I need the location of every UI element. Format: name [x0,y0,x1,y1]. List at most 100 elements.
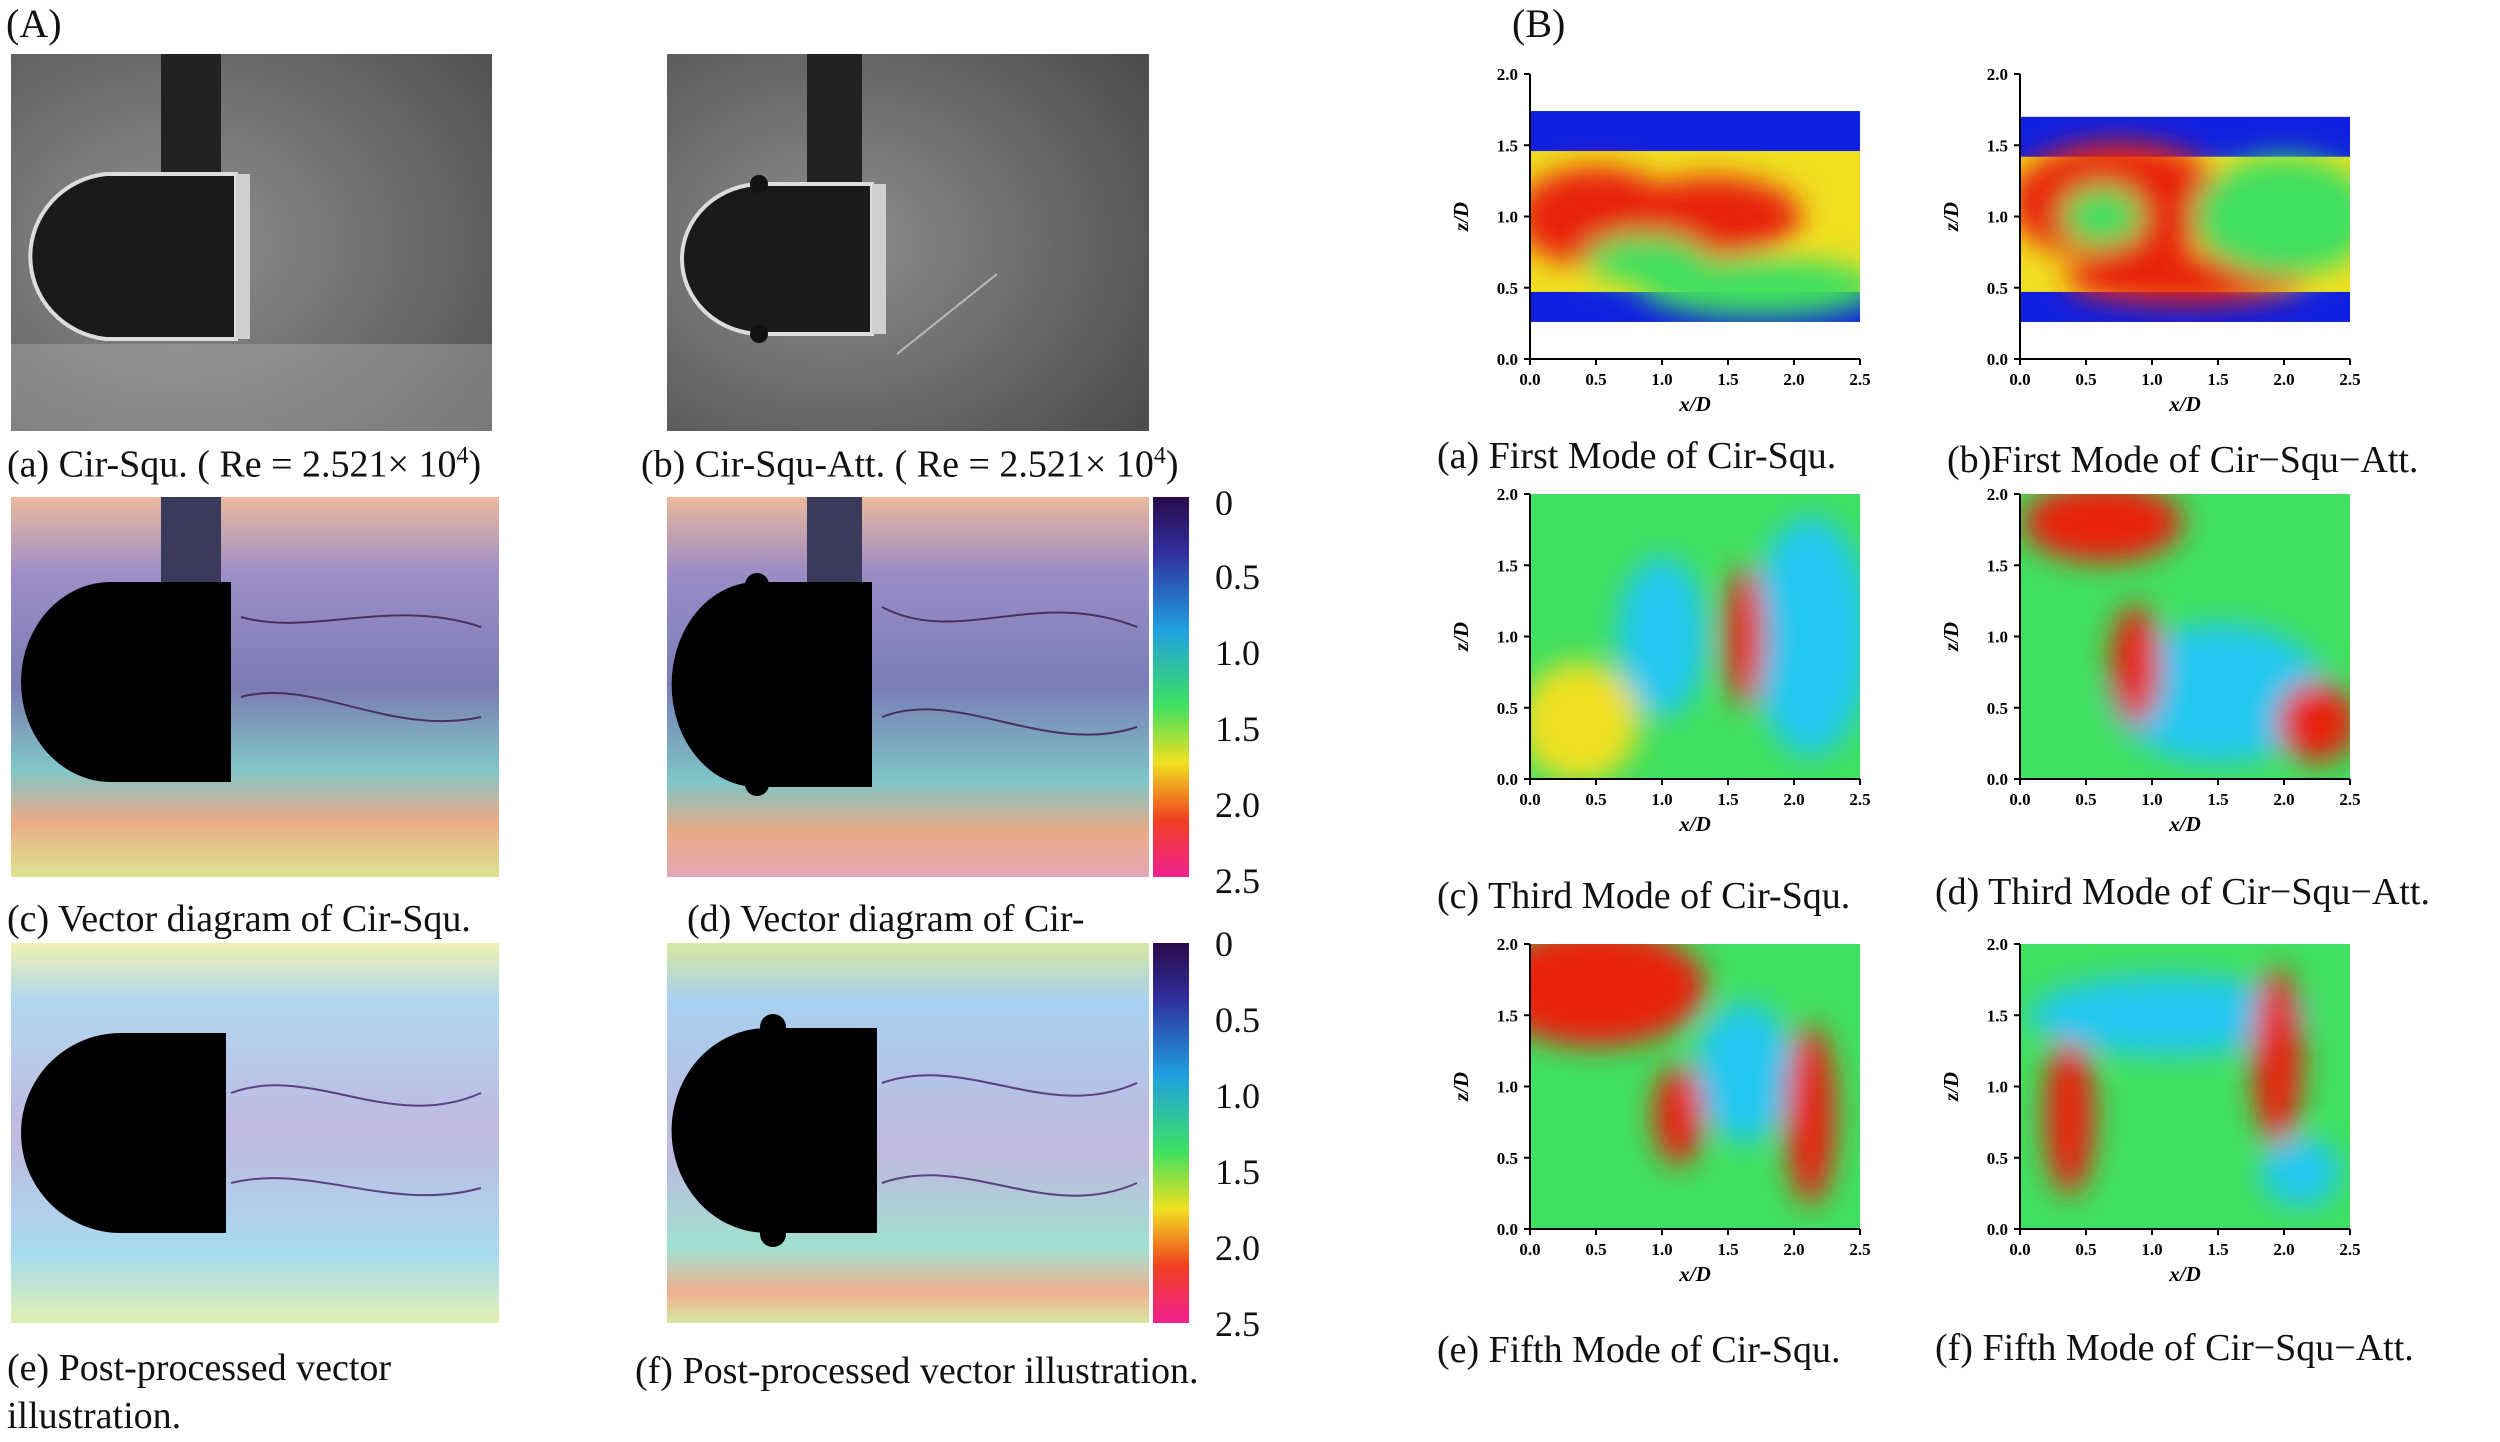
y-tick-label: 0.5 [1497,279,1518,298]
colorbar1-tick-1: 0.5 [1215,557,1260,597]
raw-photo-cir-squ [11,54,492,431]
x-tick-label: 2.5 [1849,790,1870,809]
x-tick-label: 1.0 [2141,1240,2162,1259]
x-tick-label: 0.0 [2009,370,2030,389]
mode-plot-svg: 0.0 0.5 1.0 1.5 2.0 2.5 0.0 0.5 1.0 1.5 2.0 x/D z/D [1939,935,2361,1286]
caption-b-a-first-cir-squ: (a) First Mode of Cir-Squ. [1437,435,1837,477]
x-tick-label: 1.0 [2141,370,2162,389]
y-tick-label: 2.0 [1497,485,1518,504]
y-axis-label: z/D [1939,1072,1963,1102]
mode-field-blob [2260,1137,2341,1207]
caption-f-post-cir-squ-att: (f) Post-processed vector illustration. [635,1350,1199,1392]
vector-diagram-cir-squ-att [667,497,1149,877]
mode-field-blob [2108,623,2328,764]
y-axis-label: z/D [1449,1072,1473,1102]
x-tick-label: 1.0 [2141,790,2162,809]
x-tick-label: 2.0 [1783,370,1804,389]
caption-b-d-third-cir-squ-att: (d) Third Mode of Cir−Squ−Att. [1935,871,2430,913]
mode-field-blob [2252,968,2303,1148]
caption-e-line2: illustration. [7,1395,182,1438]
x-tick-label: 2.0 [1783,1240,1804,1259]
mode-field-blob [2277,682,2350,762]
caption-b-b-first-cir-squ-att: (b)First Mode of Cir−Squ−Att. [1947,439,2419,481]
y-tick-label: 0.5 [1987,1149,2008,1168]
y-tick-label: 1.5 [1987,556,2008,575]
y-tick-label: 0.0 [1497,350,1518,369]
y-tick-label: 2.0 [1497,65,1518,84]
x-tick-label: 1.0 [1651,1240,1672,1259]
raw-photo-cir-squ-att [667,54,1149,431]
y-tick-label: 1.5 [1497,136,1518,155]
mode-field-blob [2044,1035,2095,1195]
y-tick-label: 0.0 [1497,770,1518,789]
panel-b-label: (B) [1512,1,1566,46]
y-axis-label: z/D [1449,622,1473,652]
caption-e-post-cir-squ: (e) Post-processed vector illustration. [7,1344,567,1441]
colorbar1-tick-2: 1.0 [1215,633,1260,673]
mode-field-blob [1530,944,1706,1047]
mode-plot-svg: 0.0 0.5 1.0 1.5 2.0 2.5 0.0 0.5 1.0 1.5 2.0 x/D z/D [1449,485,1871,836]
x-tick-label: 0.0 [1519,790,1540,809]
mode-plot-fifth-cir-squ-att: 0.0 0.5 1.0 1.5 2.0 2.5 0.0 0.5 1.0 1.5 2.0 x/D z/D [1920,934,2361,1294]
colorbar2-tick-3: 1.5 [1215,1152,1260,1192]
x-tick-label: 2.0 [2273,370,2294,389]
caption-b-cir-squ-att: (b) Cir-Squ-Att. ( Re = 2.521× 104) [641,443,1179,486]
colorbar1-tick-3: 1.5 [1215,709,1260,749]
mode-field-blob [1750,516,1860,757]
mode-field-blob [2062,186,2143,247]
caption-b-f-fifth-cir-squ-att: (f) Fifth Mode of Cir−Squ−Att. [1935,1327,2414,1369]
caption-d-vector-cir-squ-att: (d) Vector diagram of Cir- [687,898,1085,940]
x-tick-label: 2.5 [1849,370,1870,389]
y-tick-label: 1.5 [1497,556,1518,575]
x-axis-label: x/D [1678,1262,1711,1284]
x-tick-label: 0.0 [2009,1240,2030,1259]
y-tick-label: 1.0 [1987,628,2008,647]
caption-e-line1: (e) Post-processed vector [7,1347,392,1389]
panel-a-label: (A) [6,1,62,46]
y-axis-label: z/D [1449,202,1473,232]
x-tick-label: 1.5 [2207,790,2228,809]
y-tick-label: 0.5 [1987,699,2008,718]
mode-field-blob [1530,662,1640,779]
x-tick-label: 0.5 [1585,790,1606,809]
mode-plot-svg: 0.0 0.5 1.0 1.5 2.0 2.5 0.0 0.5 1.0 1.5 2.0 x/D z/D [1449,935,1871,1286]
mode-field-edge-top [1530,111,1860,152]
mode-plot-svg: 0.0 0.5 1.0 1.5 2.0 2.5 0.0 0.5 1.0 1.5 2.0 x/D z/D [1449,65,1871,416]
mode-plot-fifth-cir-squ: 0.0 0.5 1.0 1.5 2.0 2.5 0.0 0.5 1.0 1.5 2.0 x/D z/D [1430,934,1871,1294]
mode-field-blob [1653,1065,1704,1165]
x-tick-label: 0.0 [1519,370,1540,389]
vector-diagram-cir-squ [11,497,499,877]
mode-field-blob [1785,1025,1836,1205]
caption-c-vector-cir-squ: (c) Vector diagram of Cir-Squ. [7,898,471,940]
mode-field-blob [1641,257,1860,318]
y-tick-label: 2.0 [1987,485,2008,504]
x-tick-label: 0.5 [2075,1240,2096,1259]
mode-plot-third-cir-squ: 0.0 0.5 1.0 1.5 2.0 2.5 0.0 0.5 1.0 1.5 2.0 x/D z/D [1430,484,1871,844]
colorbar-c-d [1153,497,1189,877]
colorbar2-tick-0: 0 [1215,924,1233,964]
caption-b-c-third-cir-squ: (c) Third Mode of Cir-Squ. [1437,875,1851,917]
x-tick-label: 1.5 [1717,790,1738,809]
y-tick-label: 0.0 [1987,770,2008,789]
x-tick-label: 0.5 [1585,1240,1606,1259]
x-axis-label: x/D [2168,392,2201,414]
y-axis-label: z/D [1939,622,1963,652]
mode-field-blob [2028,975,2309,1056]
x-tick-label: 0.5 [1585,370,1606,389]
y-tick-label: 0.5 [1497,1149,1518,1168]
mode-plot-third-cir-squ-att: 0.0 0.5 1.0 1.5 2.0 2.5 0.0 0.5 1.0 1.5 2.0 x/D z/D [1920,484,2361,844]
colorbar1-tick-5: 2.5 [1215,861,1260,901]
x-tick-label: 2.0 [1783,790,1804,809]
colorbar2-tick-4: 2.0 [1215,1228,1260,1268]
x-tick-label: 1.5 [2207,1240,2228,1259]
x-axis-label: x/D [1678,392,1711,414]
colorbar2-tick-5: 2.5 [1215,1304,1260,1344]
colorbar2-tick-2: 1.0 [1215,1076,1260,1116]
colorbar2-tick-1: 0.5 [1215,1000,1260,1040]
x-tick-label: 2.5 [2339,1240,2360,1259]
y-tick-label: 0.5 [1497,699,1518,718]
x-tick-label: 1.5 [1717,1240,1738,1259]
caption-b-e-fifth-cir-squ: (e) Fifth Mode of Cir-Squ. [1437,1329,1841,1371]
x-axis-label: x/D [2168,1262,2201,1284]
x-tick-label: 0.5 [2075,790,2096,809]
